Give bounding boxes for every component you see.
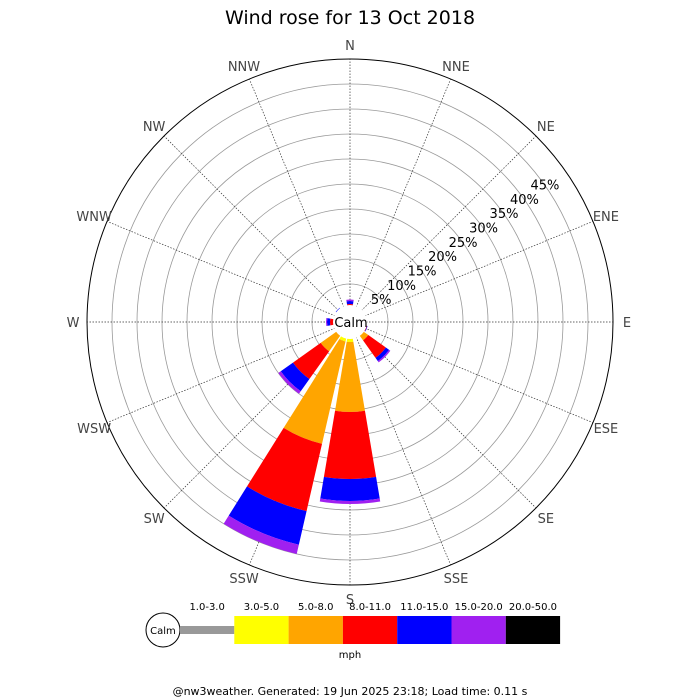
spoke-ene xyxy=(361,221,594,318)
petal-se-11-0-15-0 xyxy=(375,347,390,362)
speed-legend: Calm 1.0-3.0 3.0-5.0 5.0-8.0 8.0-11.0 11.0-15… xyxy=(145,602,561,648)
petal-ese-11-0-15-0 xyxy=(364,325,368,332)
direction-label-sse: SSE xyxy=(444,572,469,587)
spoke-nw xyxy=(163,135,342,314)
petal-s-5-0-8-0 xyxy=(335,341,365,412)
spoke-ese xyxy=(361,326,594,423)
spoke-sse xyxy=(354,333,451,566)
legend-label-20-0-50-0: 20.0-50.0 xyxy=(509,602,557,613)
legend-label-8-0-11-0: 8.0-11.0 xyxy=(349,602,391,613)
petal-sw-11-0-15-0 xyxy=(280,362,310,392)
petal-n-15-0-20-0 xyxy=(346,299,354,302)
direction-label-nw: NW xyxy=(143,120,166,135)
petal-n-11-0-15-0 xyxy=(346,301,354,305)
legend-label-1-0-3-0: 1.0-3.0 xyxy=(189,602,224,613)
spoke-wsw xyxy=(106,326,339,423)
direction-label-ene: ENE xyxy=(593,210,619,225)
ring-label-10: 10% xyxy=(387,279,416,294)
petal-s-15-0-20-0 xyxy=(319,498,381,505)
ring-label-20: 20% xyxy=(428,250,457,265)
petal-w-15-0-20-0 xyxy=(325,318,328,326)
chart-title: Wind rose for 13 Oct 2018 xyxy=(225,7,475,29)
direction-label-wsw: WSW xyxy=(77,422,111,437)
calm-label: Calm xyxy=(334,316,367,331)
petal-se-15-0-20-0 xyxy=(377,349,391,363)
direction-label-nnw: NNW xyxy=(228,60,260,75)
petal-w-11-0-15-0 xyxy=(327,318,331,326)
petal-s-11-0-15-0 xyxy=(320,476,380,501)
legend-label-11-0-15-0: 11.0-15.0 xyxy=(400,602,448,613)
direction-label-ese: ESE xyxy=(594,422,619,437)
spoke-wnw xyxy=(106,221,339,318)
petal-sw-15-0-20-0 xyxy=(278,371,301,394)
direction-label-w: W xyxy=(67,316,80,331)
direction-label-s: S xyxy=(346,593,354,608)
petal-ssw-5-0-8-0 xyxy=(283,338,346,444)
legend-label-5-0-8-0: 5.0-8.0 xyxy=(298,602,333,613)
direction-label-ne: NE xyxy=(537,120,555,135)
spoke-sw xyxy=(163,330,342,509)
legend-calm-label: Calm xyxy=(150,626,176,637)
petal-ssw-8-0-11-0 xyxy=(247,427,323,512)
petal-sw-5-0-8-0 xyxy=(320,331,341,352)
calm-circle xyxy=(333,305,367,339)
wind-petals xyxy=(223,299,391,554)
legend-label-3-0-5-0: 3.0-5.0 xyxy=(244,602,279,613)
petal-sw-8-0-11-0 xyxy=(292,342,330,380)
direction-label-wnw: WNW xyxy=(76,210,112,225)
direction-labels: N NNE NE ENE E ESE SE SSE S SSW SW WSW W WNW NW NNW xyxy=(67,39,632,608)
direction-label-ssw: SSW xyxy=(229,572,259,587)
ring-label-5: 5% xyxy=(371,293,392,308)
ring-label-30: 30% xyxy=(469,222,498,237)
legend-swatch-1-0-3-0 xyxy=(180,626,235,634)
ring-label-40: 40% xyxy=(510,193,539,208)
ring-label-15: 15% xyxy=(408,265,437,280)
calm-center: Calm xyxy=(333,305,368,339)
spoke-nnw xyxy=(249,78,346,311)
legend-swatch-11-0-15-0 xyxy=(397,616,452,644)
petal-ssw-11-0-15-0 xyxy=(228,486,307,545)
spoke-ne xyxy=(358,135,537,314)
legend-swatch-20-0-50-0 xyxy=(505,616,561,644)
ring-label-25: 25% xyxy=(449,236,478,251)
direction-label-nne: NNE xyxy=(442,60,470,75)
ring-labels: 5%10%15%20%25%30%35%40%45% xyxy=(371,178,560,308)
units-label: mph xyxy=(339,650,361,661)
footer-text: @nw3weather. Generated: 19 Jun 2025 23:1… xyxy=(173,685,528,698)
spoke-nne xyxy=(354,78,451,311)
direction-label-e: E xyxy=(623,316,631,331)
petal-ssw-15-0-20-0 xyxy=(223,515,299,554)
direction-label-se: SE xyxy=(538,512,554,527)
petal-se-8-0-11-0 xyxy=(363,335,386,358)
spoke-se xyxy=(358,330,537,509)
ring-label-35: 35% xyxy=(490,207,519,222)
legend-swatch-8-0-11-0 xyxy=(342,616,398,644)
direction-label-n: N xyxy=(345,39,355,54)
petal-s-8-0-11-0 xyxy=(323,410,377,479)
legend-swatch-5-0-8-0 xyxy=(288,616,343,644)
legend-swatch-3-0-5-0 xyxy=(234,616,289,644)
direction-label-sw: SW xyxy=(144,512,165,527)
legend-label-15-0-20-0: 15.0-20.0 xyxy=(455,602,503,613)
legend-swatch-15-0-20-0 xyxy=(451,616,506,644)
ring-label-45: 45% xyxy=(531,178,560,193)
grid-ring xyxy=(136,108,564,536)
